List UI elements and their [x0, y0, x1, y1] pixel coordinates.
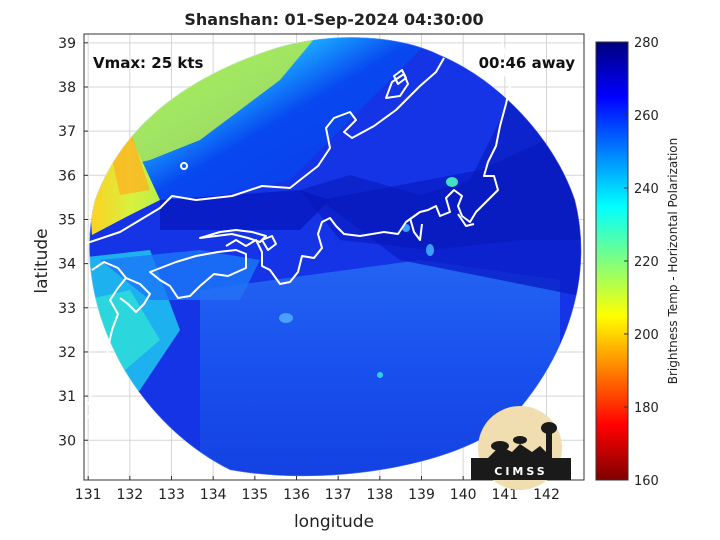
colorbar-tick-label: 260 [634, 109, 659, 124]
colorbar-tick-label: 160 [634, 474, 659, 489]
colorbar-tick-label: 180 [634, 401, 659, 416]
colorbar-tick-label: 240 [634, 182, 659, 197]
y-tick-label: 37 [58, 124, 76, 140]
colorbar-tick-label: 200 [634, 328, 659, 343]
brightness-temperature-swath [88, 36, 582, 477]
plot-title: Shanshan: 01-Sep-2024 04:30:00 [184, 10, 484, 29]
y-tick-label: 32 [58, 345, 76, 361]
y-tick-label: 31 [58, 389, 76, 405]
izu-coastline [409, 217, 423, 241]
sado-coastline [393, 69, 407, 85]
y-tick-label: 33 [58, 301, 76, 317]
y-tick-label: 36 [58, 168, 76, 184]
boso-coastline [457, 213, 475, 227]
logo-text: CIMSS [494, 465, 547, 478]
x-tick-label: 137 [325, 487, 352, 503]
vmax-label: Vmax: 25 kts [93, 54, 203, 72]
x-tick-label: 131 [75, 487, 102, 503]
y-tick-label: 39 [58, 36, 76, 52]
honshu-north-coastline [84, 57, 445, 245]
colorbar-tick-label: 220 [634, 255, 659, 270]
y-tick-label: 35 [58, 212, 76, 228]
x-tick-label: 132 [116, 487, 143, 503]
colorbar [595, 41, 629, 481]
x-axis-label: longitude [293, 512, 375, 532]
away-label: 00:46 away [479, 54, 576, 72]
x-tick-label: 142 [533, 487, 560, 503]
colorbar-tick-label: 280 [634, 36, 659, 51]
tohoku-east-coastline [225, 34, 511, 285]
shikoku-coastline [149, 249, 247, 299]
y-tick-label: 30 [58, 433, 76, 449]
awaji-coastline [261, 235, 277, 251]
plot-frame [83, 33, 585, 481]
kyushu-east-coastline [119, 277, 151, 313]
x-tick-label: 139 [408, 487, 435, 503]
colorbar-tick-labels: 280 260 240 220 200 180 160 [624, 36, 659, 489]
y-tick-labels: 39 38 37 36 35 34 33 32 31 30 [58, 36, 88, 449]
coastlines [84, 34, 511, 419]
y-tick-label: 38 [58, 80, 76, 96]
kyushu-coastline [89, 261, 127, 399]
y-tick-label: 34 [58, 257, 76, 273]
x-tick-label: 135 [241, 487, 268, 503]
x-tick-label: 133 [158, 487, 185, 503]
x-tick-label: 141 [491, 487, 518, 503]
x-tick-label: 138 [366, 487, 393, 503]
cimss-logo: CIMSS [471, 406, 571, 490]
oki-island [180, 162, 188, 170]
x-tick-labels: 131 132 133 134 135 136 137 138 139 140 141 142 [75, 476, 560, 503]
south-islands-coastline [87, 401, 93, 419]
x-tick-label: 140 [450, 487, 477, 503]
x-tick-label: 134 [200, 487, 227, 503]
x-tick-label: 136 [283, 487, 310, 503]
